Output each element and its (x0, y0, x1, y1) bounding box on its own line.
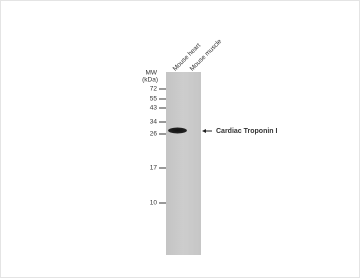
marker-label: 17 (150, 165, 158, 172)
marker-label: 43 (150, 105, 158, 112)
membrane (166, 72, 201, 255)
blot-figure: MW (kDa) Mouse heart Mouse muscle Cardia… (0, 0, 360, 278)
marker-label: 55 (150, 96, 158, 103)
band (168, 128, 187, 134)
mw-unit: (kDa) (142, 77, 158, 84)
marker-label: 72 (150, 86, 158, 93)
mw-title: MW (145, 70, 157, 77)
band-label: Cardiac Troponin I (216, 128, 278, 135)
marker-label: 34 (150, 119, 158, 126)
marker-label: 10 (150, 200, 158, 207)
marker-label: 26 (150, 131, 158, 138)
